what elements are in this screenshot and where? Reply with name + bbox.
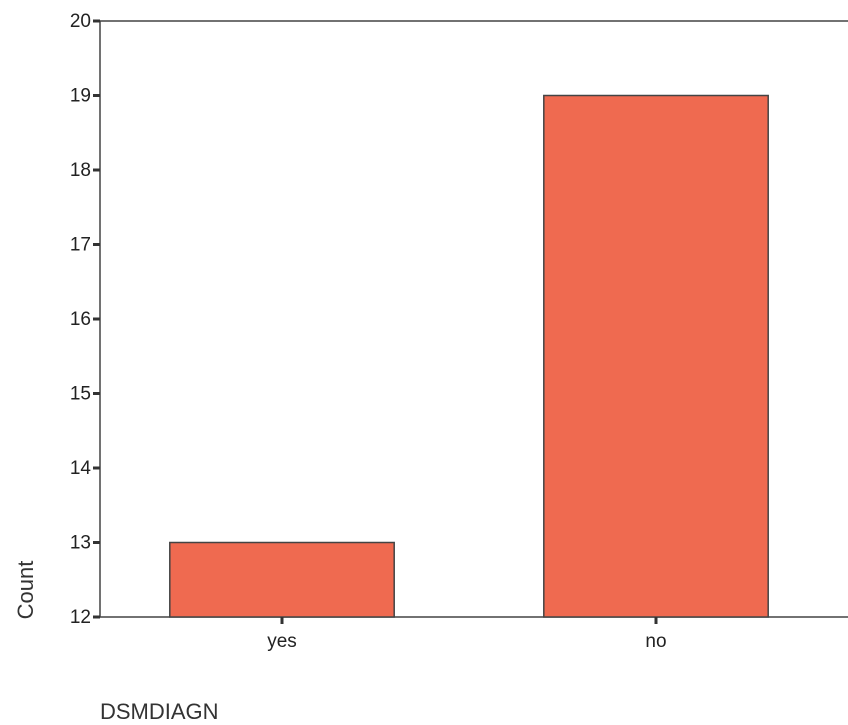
y-axis-title: Count	[13, 561, 38, 620]
x-axis: yes no	[267, 617, 666, 652]
y-tick-label: 16	[70, 309, 91, 330]
y-axis: 12 13 14 15 16 17 18 19 20	[70, 11, 100, 628]
bar-yes	[170, 543, 394, 618]
x-tick-label-yes: yes	[267, 631, 297, 652]
y-tick-label: 17	[70, 235, 91, 256]
y-tick-label: 14	[70, 458, 92, 479]
x-tick-label-no: no	[645, 631, 666, 652]
y-tick-label: 19	[70, 86, 91, 107]
y-tick-label: 18	[70, 160, 91, 181]
y-tick-label: 12	[70, 607, 91, 628]
y-tick-label: 13	[70, 533, 91, 554]
bars-group	[170, 96, 768, 618]
y-tick-label: 15	[70, 384, 91, 405]
x-axis-title: DSMDIAGN	[100, 699, 219, 724]
y-tick-label: 20	[70, 11, 91, 32]
bar-no	[544, 96, 768, 618]
